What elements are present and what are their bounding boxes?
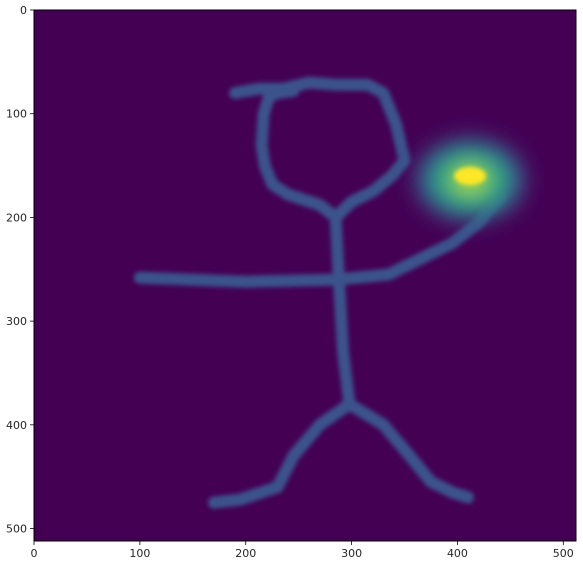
y-tick-label: 400	[6, 419, 27, 432]
stroke-head	[229, 76, 411, 224]
hand-glow	[410, 133, 531, 226]
y-tick-label: 300	[6, 315, 27, 328]
x-tick-label: 500	[553, 547, 574, 560]
x-axis-ticks: 0 100 200 300 400 500	[31, 541, 574, 560]
x-tick-label: 300	[341, 547, 362, 560]
x-tick-label: 400	[447, 547, 468, 560]
x-tick-label: 200	[235, 547, 256, 560]
y-tick-label: 200	[6, 211, 27, 224]
stroke-left-leg	[208, 398, 356, 509]
stroke-neck	[329, 211, 345, 286]
x-tick-label: 100	[129, 547, 150, 560]
x-tick-label: 0	[31, 547, 38, 560]
y-tick-label: 0	[20, 4, 27, 17]
glow-core	[454, 166, 487, 185]
stroke-right-leg	[343, 398, 474, 504]
plot-frame	[33, 9, 577, 542]
stroke-left-arm	[133, 271, 342, 288]
y-axis-ticks: 0 100 200 300 400 500	[6, 4, 34, 536]
stroke-body	[332, 273, 356, 411]
y-tick-label: 500	[6, 523, 27, 536]
stick-figure-drawing	[133, 76, 506, 509]
y-tick-label: 100	[6, 108, 27, 121]
